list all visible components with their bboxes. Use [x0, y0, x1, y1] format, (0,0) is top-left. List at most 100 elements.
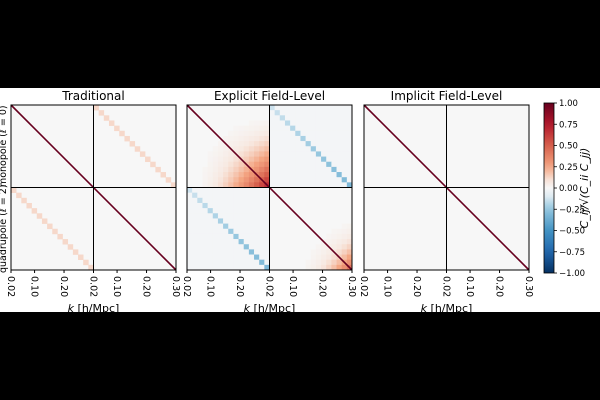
heatmap-cell: [321, 156, 327, 163]
heatmap-cell: [248, 135, 255, 142]
heatmap-cell: [150, 161, 156, 168]
heatmap-cell: [67, 244, 74, 250]
heatmap-cell: [248, 223, 255, 230]
colorbar-tick-label: −0.25: [559, 205, 585, 215]
heatmap-cell: [228, 239, 234, 245]
heatmap-cell: [217, 146, 224, 152]
heatmap-cell: [212, 208, 219, 214]
heatmap-cell: [341, 115, 348, 121]
heatmap-cell: [290, 105, 296, 111]
heatmap-cell: [331, 110, 337, 116]
heatmap-cell: [243, 156, 250, 163]
heatmap-cell: [290, 125, 296, 132]
heatmap-cell: [192, 202, 198, 209]
heatmap-cell: [295, 166, 301, 173]
heatmap-cell: [248, 202, 255, 209]
heatmap-cell: [254, 187, 260, 193]
heatmap-cell: [336, 141, 342, 147]
heatmap-cell: [228, 249, 234, 255]
heatmap-cell: [254, 202, 260, 209]
heatmap-cell: [264, 151, 270, 157]
heatmap-cell: [279, 146, 286, 152]
heatmap-cell: [284, 125, 291, 132]
heatmap-cell: [264, 125, 270, 132]
heatmap-cell: [305, 264, 312, 271]
heatmap-cell: [341, 156, 348, 163]
heatmap-cell: [305, 125, 312, 132]
heatmap-cell: [207, 218, 214, 224]
heatmap-cell: [228, 187, 234, 193]
heatmap-cell: [233, 228, 239, 235]
heatmap-cell: [212, 146, 219, 152]
heatmap-cell: [197, 202, 203, 209]
heatmap-cell: [295, 130, 301, 137]
heatmap-cell: [336, 110, 342, 116]
heatmap-cell: [228, 202, 234, 209]
heatmap-cell: [336, 259, 342, 266]
heatmap-cell: [310, 125, 317, 132]
heatmap-cell: [228, 166, 234, 173]
x-tick-label: 0.30: [523, 276, 534, 297]
heatmap-cell: [145, 156, 151, 163]
heatmap-cell: [254, 192, 260, 199]
heatmap-cell: [290, 166, 296, 173]
heatmap-cell: [228, 161, 234, 168]
heatmap-cell: [254, 239, 260, 245]
heatmap-cell: [223, 249, 229, 255]
heatmap-cell: [315, 105, 322, 111]
row-label-monopole: monopole (ℓ = 0): [0, 105, 9, 187]
heatmap-cell: [321, 177, 327, 183]
heatmap-cell: [269, 125, 275, 132]
heatmap-cell: [346, 223, 353, 230]
heatmap-cell: [202, 213, 208, 219]
heatmap-cell: [228, 223, 234, 230]
heatmap-cell: [310, 110, 317, 116]
heatmap-cell: [192, 254, 198, 260]
heatmap-cell: [274, 177, 281, 183]
heatmap-cell: [129, 141, 136, 147]
heatmap-cell: [228, 151, 234, 157]
heatmap-cell: [315, 182, 322, 188]
heatmap-cell: [284, 105, 291, 111]
colorbar-tick-label: −0.75: [559, 248, 585, 258]
heatmap-cell: [259, 125, 265, 132]
heatmap-cell: [217, 239, 224, 245]
heatmap-cell: [269, 182, 275, 188]
heatmap-cell: [187, 254, 193, 260]
heatmap-cell: [341, 249, 348, 255]
heatmap-cell: [207, 202, 214, 209]
heatmap-cell: [83, 259, 89, 266]
heatmap-cell: [248, 141, 255, 147]
heatmap-cell: [192, 259, 198, 266]
heatmap-cell: [259, 172, 265, 178]
heatmap-cell: [315, 254, 322, 260]
heatmap-cell: [326, 239, 332, 245]
heatmap-cell: [326, 259, 332, 266]
heatmap-cell: [284, 161, 291, 168]
heatmap-cell: [269, 161, 275, 168]
heatmap-cell: [321, 166, 327, 173]
heatmap-cell: [259, 130, 265, 137]
heatmap-cell: [310, 254, 317, 260]
heatmap-cell: [228, 228, 234, 235]
heatmap-cell: [238, 264, 245, 271]
heatmap-cell: [346, 120, 353, 126]
heatmap-cell: [217, 177, 224, 183]
heatmap-cell: [284, 110, 291, 116]
heatmap-cell: [279, 166, 286, 173]
heatmap-cell: [243, 218, 250, 224]
heatmap-cell: [264, 172, 270, 178]
heatmap-cell: [279, 177, 286, 183]
heatmap-cell: [341, 182, 348, 188]
heatmap-cell: [223, 151, 229, 157]
colorbar-tick-label: 0.50: [559, 142, 578, 152]
heatmap-cell: [223, 156, 229, 163]
heatmap-cell: [47, 223, 53, 230]
heatmap-cell: [187, 202, 193, 209]
heatmap-cell: [321, 264, 327, 271]
heatmap-cell: [238, 259, 245, 266]
heatmap-cell: [305, 120, 312, 126]
heatmap-cell: [108, 120, 115, 126]
heatmap-cell: [284, 177, 291, 183]
heatmap-cell: [212, 239, 219, 245]
